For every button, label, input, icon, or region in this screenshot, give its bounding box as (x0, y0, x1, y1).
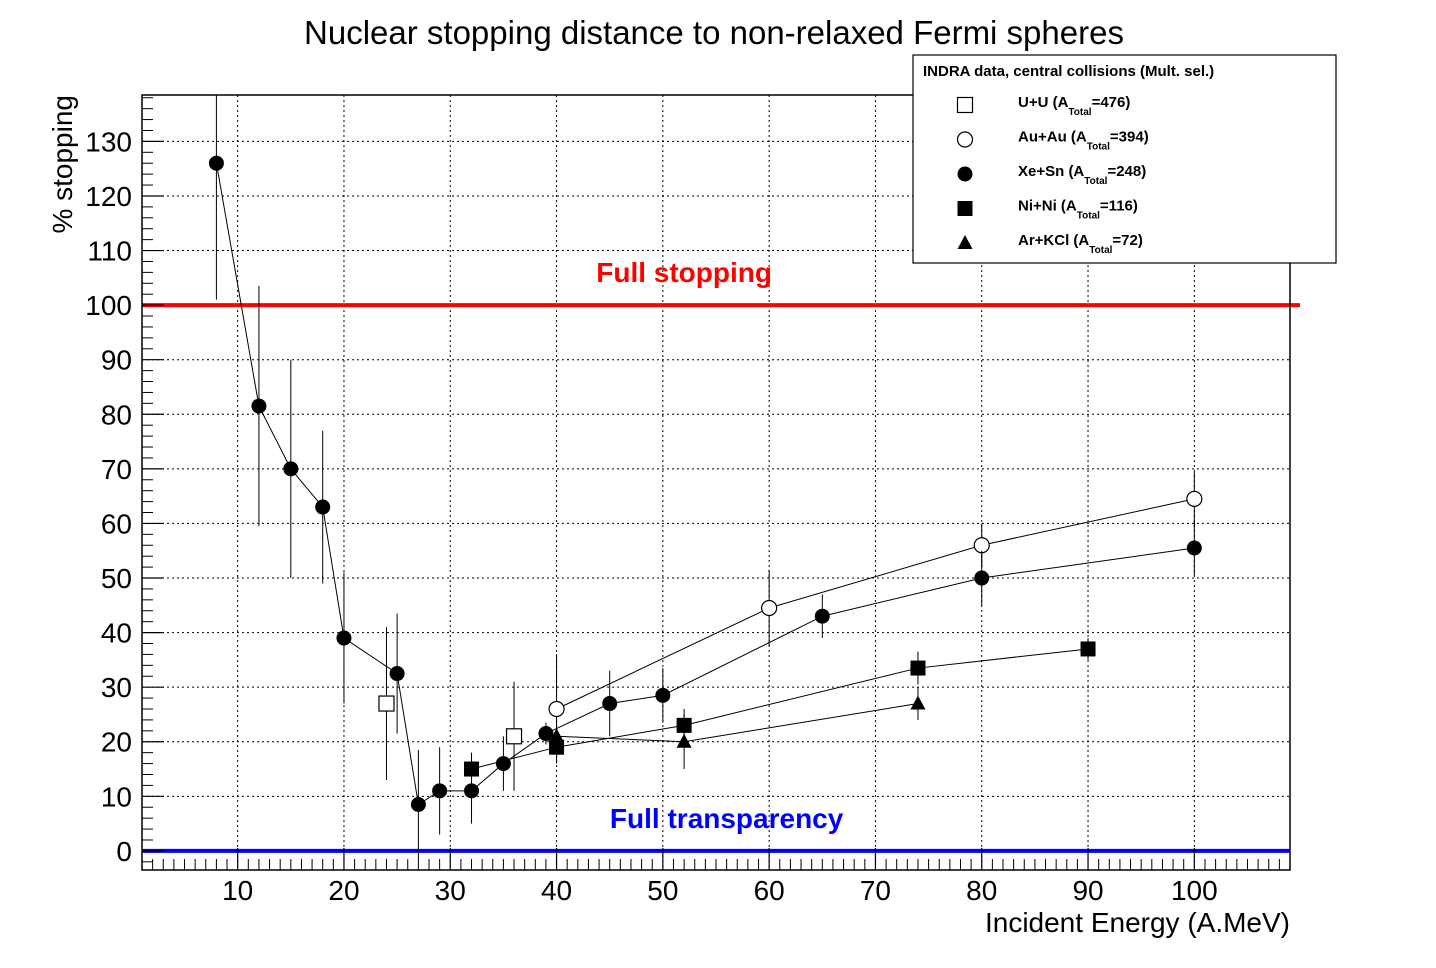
y-tick-label: 10 (101, 781, 132, 812)
data-point (464, 783, 480, 799)
chart-title: Nuclear stopping distance to non-relaxed… (304, 14, 1124, 51)
y-tick-label: 120 (85, 181, 132, 212)
legend-label: Ni+Ni (ATotal=116) (1018, 198, 1138, 222)
series-ar-kcl (549, 687, 926, 770)
x-axis-label: Incident Energy (A.MeV) (985, 907, 1290, 938)
series-line (556, 498, 1195, 710)
legend-marker (957, 235, 973, 249)
series-u-u (378, 627, 523, 791)
data-point (389, 666, 405, 682)
x-tick-label: 50 (647, 875, 678, 906)
data-point (283, 461, 299, 477)
data-series (208, 95, 1203, 860)
legend-label: U+U (ATotal=476) (1018, 94, 1130, 118)
legend: INDRA data, central collisions (Mult. se… (912, 54, 1337, 264)
x-tick-label: 90 (1072, 875, 1103, 906)
y-axis-label: % stopping (47, 95, 78, 234)
data-point (505, 728, 523, 745)
data-point (410, 797, 426, 813)
data-point (548, 700, 565, 718)
x-tick-label: 10 (222, 875, 253, 906)
data-point (315, 499, 331, 515)
y-tick-label: 80 (101, 399, 132, 430)
legend-title: INDRA data, central collisions (Mult. se… (923, 63, 1214, 80)
y-tick-label: 50 (101, 563, 132, 594)
data-point (1186, 540, 1202, 556)
x-tick-label: 100 (1171, 875, 1218, 906)
data-point (464, 761, 480, 777)
data-point (432, 783, 448, 799)
x-tick-label: 20 (328, 875, 359, 906)
data-point (655, 687, 671, 703)
legend-label: Ar+KCl (ATotal=72) (1018, 232, 1143, 256)
axes: 10 20 30 40 50 60 70 80 90 100 0 10 20 30 40 50 60 70 80 90… (85, 97, 1291, 906)
full-transparency-label: Full transparency (610, 803, 844, 834)
y-tick-label: 20 (101, 727, 132, 758)
y-tick-label: 30 (101, 672, 132, 703)
y-tick-label: 60 (101, 508, 132, 539)
data-point (814, 608, 830, 624)
series-line (215, 163, 1195, 806)
data-point (208, 155, 224, 171)
x-tick-label: 80 (966, 875, 997, 906)
x-tick-label: 60 (754, 875, 785, 906)
data-point (910, 695, 926, 710)
data-point (495, 756, 511, 772)
legend-marker (957, 201, 973, 216)
data-point (910, 660, 926, 676)
data-point (549, 728, 565, 743)
data-point (974, 570, 990, 586)
data-point (1186, 490, 1203, 507)
legend-box (912, 54, 1337, 264)
y-tick-label: 40 (101, 618, 132, 649)
legend-marker (956, 96, 974, 114)
data-point (251, 398, 267, 414)
legend-label: Au+Au (ATotal=394) (1018, 129, 1149, 153)
y-tick-label: 0 (116, 836, 132, 867)
x-tick-label: 70 (860, 875, 891, 906)
data-point (973, 537, 990, 554)
data-point (761, 599, 778, 617)
x-tick-label: 30 (435, 875, 466, 906)
y-tick-label: 130 (85, 126, 132, 157)
data-point (538, 726, 554, 742)
y-tick-label: 70 (101, 454, 132, 485)
y-tick-label: 90 (101, 345, 132, 376)
y-tick-label: 110 (87, 236, 132, 267)
series-xe-sn (208, 95, 1202, 860)
data-point (602, 696, 618, 712)
data-point (1080, 641, 1096, 657)
data-point (676, 733, 692, 748)
reference-lines: Full stopping Full transparency (142, 257, 1300, 853)
y-tick-label: 100 (85, 290, 132, 321)
legend-items: U+U (ATotal=476) Au+Au (ATotal=394) Xe+Sn … (956, 94, 1149, 256)
x-tick-label: 40 (541, 875, 572, 906)
legend-label: Xe+Sn (ATotal=248) (1018, 163, 1146, 187)
legend-marker (957, 166, 973, 182)
legend-marker (956, 131, 974, 148)
data-point (336, 630, 352, 646)
data-point (378, 695, 395, 712)
full-stopping-label: Full stopping (596, 257, 772, 288)
